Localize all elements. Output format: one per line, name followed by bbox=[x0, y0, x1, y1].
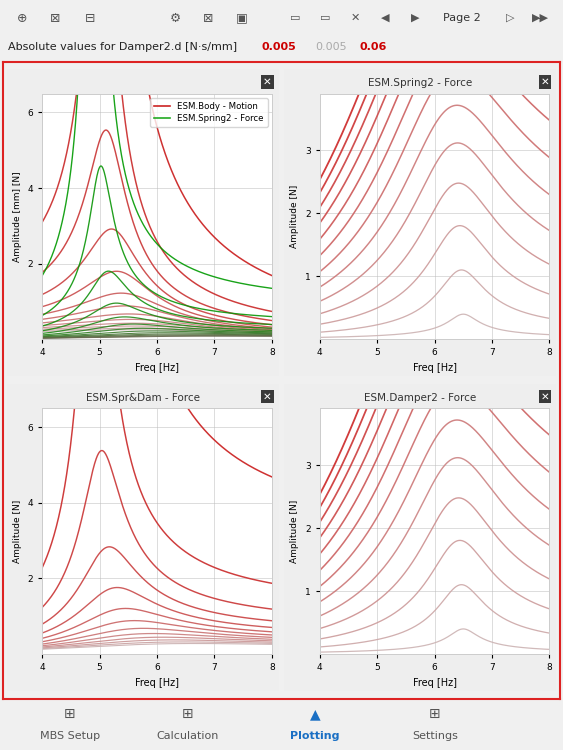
Text: ⊠: ⊠ bbox=[203, 11, 213, 25]
Text: ✕: ✕ bbox=[263, 76, 272, 87]
X-axis label: Freq [Hz]: Freq [Hz] bbox=[135, 363, 179, 373]
Text: ESM.Spr&Dam - Force: ESM.Spr&Dam - Force bbox=[86, 393, 200, 403]
Text: ⚙: ⚙ bbox=[169, 11, 181, 25]
Text: ⊞: ⊞ bbox=[182, 707, 194, 721]
Text: Page 2: Page 2 bbox=[443, 13, 481, 23]
X-axis label: Freq [Hz]: Freq [Hz] bbox=[135, 678, 179, 688]
Text: ◀: ◀ bbox=[381, 13, 389, 23]
Y-axis label: Amplitude [N]: Amplitude [N] bbox=[291, 500, 300, 562]
X-axis label: Freq [Hz]: Freq [Hz] bbox=[413, 678, 457, 688]
Text: ⊕: ⊕ bbox=[17, 11, 27, 25]
Text: ✕: ✕ bbox=[540, 392, 549, 401]
Text: ESM.Spring2 - Force: ESM.Spring2 - Force bbox=[368, 78, 472, 88]
Text: 0.005: 0.005 bbox=[315, 43, 347, 52]
Text: Calculation: Calculation bbox=[157, 731, 219, 741]
Text: ▶: ▶ bbox=[411, 13, 419, 23]
Text: ✕: ✕ bbox=[350, 13, 360, 23]
Text: 0.06: 0.06 bbox=[360, 43, 387, 52]
Text: Settings: Settings bbox=[412, 731, 458, 741]
Text: ⊠: ⊠ bbox=[50, 11, 60, 25]
Text: ⊟: ⊟ bbox=[85, 11, 95, 25]
Text: ✕: ✕ bbox=[263, 392, 272, 401]
Y-axis label: Amplitude [N]: Amplitude [N] bbox=[291, 184, 300, 248]
Text: ▭: ▭ bbox=[290, 13, 300, 23]
Legend: ESM.Body - Motion, ESM.Spring2 - Force: ESM.Body - Motion, ESM.Spring2 - Force bbox=[150, 98, 267, 127]
Y-axis label: Amplitude [mm] [N]: Amplitude [mm] [N] bbox=[13, 171, 22, 262]
Text: ESM.Damper2 - Force: ESM.Damper2 - Force bbox=[364, 393, 476, 403]
Text: ▲: ▲ bbox=[310, 707, 320, 721]
Text: MBS Setup: MBS Setup bbox=[40, 731, 100, 741]
Text: ⊞: ⊞ bbox=[64, 707, 76, 721]
Text: Plotting: Plotting bbox=[291, 731, 339, 741]
Text: Absolute values for Damper2.d [N·s/mm]: Absolute values for Damper2.d [N·s/mm] bbox=[8, 43, 237, 52]
Text: ▭: ▭ bbox=[320, 13, 330, 23]
Text: 0.005: 0.005 bbox=[262, 43, 297, 52]
Y-axis label: Amplitude [N]: Amplitude [N] bbox=[13, 500, 22, 562]
Text: ✕: ✕ bbox=[540, 76, 549, 87]
Text: ▣: ▣ bbox=[236, 11, 248, 25]
X-axis label: Freq [Hz]: Freq [Hz] bbox=[413, 363, 457, 373]
Text: ▷: ▷ bbox=[506, 13, 514, 23]
Text: ⊞: ⊞ bbox=[429, 707, 441, 721]
Text: ▶▶: ▶▶ bbox=[531, 13, 548, 23]
